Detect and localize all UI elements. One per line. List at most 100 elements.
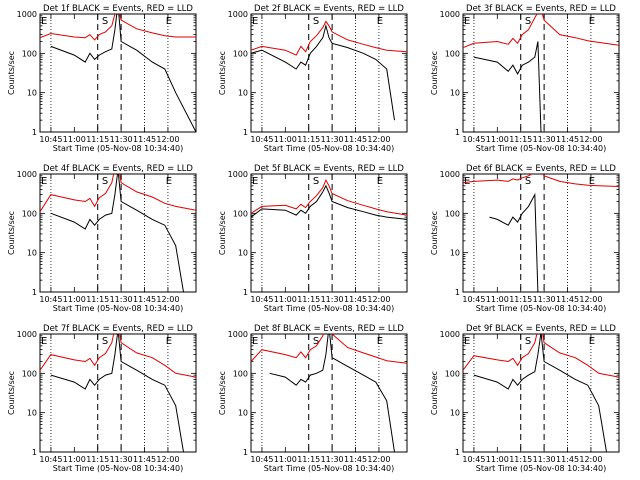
y-tick-label: 1000 bbox=[17, 170, 37, 179]
chart-panel: Det 9f BLACK = Events, RED = LLD E S E 1 10 10… bbox=[430, 324, 620, 473]
x-tick-label: 11:00 bbox=[274, 135, 297, 144]
marker-e: E bbox=[377, 176, 383, 187]
x-tick-label: 10:45 bbox=[39, 455, 62, 464]
x-tick-label: 11:45 bbox=[133, 135, 156, 144]
marker-s: S bbox=[102, 16, 108, 27]
y-tick-label: 1 bbox=[455, 128, 460, 137]
x-tick-label: 11:45 bbox=[556, 135, 579, 144]
y-tick-label: 1 bbox=[243, 448, 248, 457]
x-tick-label: 11:15 bbox=[509, 295, 532, 304]
chart-title: Det 7f BLACK = Events, RED = LLD bbox=[43, 324, 193, 334]
marker-e: E bbox=[464, 16, 470, 27]
x-tick-label: 12:00 bbox=[156, 455, 179, 464]
chart-panel: Det 3f BLACK = Events, RED = LLD E S E 1 10 10… bbox=[430, 4, 620, 153]
marker-e: E bbox=[464, 336, 470, 347]
y-tick-label: 100 bbox=[445, 49, 460, 58]
plot-frame bbox=[250, 333, 408, 453]
y-tick-label: 10 bbox=[27, 89, 37, 98]
y-axis-label: Counts/sec bbox=[218, 51, 227, 95]
x-axis-label: Start Time (05-Nov-08 10:34:40) bbox=[264, 144, 394, 153]
y-axis-label: Counts/sec bbox=[7, 371, 16, 415]
x-tick-label: 11:00 bbox=[486, 295, 509, 304]
x-tick-label: 11:00 bbox=[63, 295, 86, 304]
y-axis-label: Counts/sec bbox=[218, 211, 227, 255]
marker-s: S bbox=[102, 176, 108, 187]
x-tick-label: 11:30 bbox=[110, 295, 133, 304]
x-tick-label: 10:45 bbox=[462, 295, 485, 304]
x-tick-label: 11:15 bbox=[86, 295, 109, 304]
marker-s: S bbox=[102, 336, 108, 347]
y-tick-label: 100 bbox=[233, 369, 248, 378]
marker-e: E bbox=[377, 16, 383, 27]
x-tick-label: 12:00 bbox=[156, 295, 179, 304]
marker-e: E bbox=[252, 16, 258, 27]
x-tick-label: 11:15 bbox=[297, 135, 320, 144]
y-tick-label: 1000 bbox=[17, 10, 37, 19]
chart-title: Det 2f BLACK = Events, RED = LLD bbox=[254, 4, 404, 14]
y-tick-label: 10 bbox=[450, 409, 460, 418]
x-tick-label: 10:45 bbox=[250, 135, 273, 144]
lld-series-line bbox=[251, 20, 407, 56]
lld-series-line bbox=[463, 334, 619, 378]
y-tick-label: 1000 bbox=[228, 330, 248, 339]
x-tick-label: 11:30 bbox=[533, 135, 556, 144]
y-tick-label: 1000 bbox=[440, 330, 460, 339]
y-tick-label: 1 bbox=[32, 288, 37, 297]
x-tick-label: 12:00 bbox=[156, 135, 179, 144]
x-tick-label: 10:45 bbox=[462, 135, 485, 144]
y-axis-label: Counts/sec bbox=[430, 51, 439, 95]
y-axis-label: Counts/sec bbox=[7, 51, 16, 95]
events-series-line bbox=[489, 192, 539, 292]
marker-e: E bbox=[252, 176, 258, 187]
marker-e: E bbox=[166, 176, 172, 187]
chart-panel: Det 4f BLACK = Events, RED = LLD E S E 1 10 10… bbox=[7, 164, 197, 313]
x-tick-label: 10:45 bbox=[462, 455, 485, 464]
x-tick-label: 11:30 bbox=[533, 455, 556, 464]
y-tick-label: 1 bbox=[243, 128, 248, 137]
events-series-line bbox=[251, 184, 407, 220]
y-axis-label: Counts/sec bbox=[430, 211, 439, 255]
marker-e: E bbox=[589, 336, 595, 347]
marker-s: S bbox=[525, 176, 531, 187]
x-tick-label: 11:45 bbox=[133, 455, 156, 464]
lld-series-line bbox=[40, 334, 196, 378]
x-tick-label: 11:00 bbox=[486, 135, 509, 144]
x-tick-label: 11:15 bbox=[297, 295, 320, 304]
lld-series-line bbox=[463, 14, 619, 49]
events-series-line bbox=[251, 23, 395, 121]
x-tick-label: 11:45 bbox=[556, 295, 579, 304]
y-tick-label: 1 bbox=[243, 288, 248, 297]
chart-title: Det 8f BLACK = Events, RED = LLD bbox=[254, 324, 404, 334]
plot-frame bbox=[462, 13, 620, 133]
y-tick-label: 1000 bbox=[440, 170, 460, 179]
chart-panel: Det 6f BLACK = Events, RED = LLD E S E 1 10 10… bbox=[430, 164, 620, 313]
y-tick-label: 1 bbox=[32, 128, 37, 137]
marker-s: S bbox=[313, 336, 319, 347]
marker-e: E bbox=[252, 336, 258, 347]
marker-e: E bbox=[41, 336, 47, 347]
plot-frame bbox=[462, 173, 620, 293]
y-tick-label: 10 bbox=[238, 249, 248, 258]
x-tick-label: 11:45 bbox=[344, 295, 367, 304]
chart-title: Det 4f BLACK = Events, RED = LLD bbox=[43, 164, 193, 174]
y-tick-label: 10 bbox=[450, 249, 460, 258]
y-tick-label: 100 bbox=[22, 49, 37, 58]
events-series-line bbox=[473, 41, 542, 132]
x-tick-label: 11:00 bbox=[63, 135, 86, 144]
x-axis-label: Start Time (05-Nov-08 10:34:40) bbox=[53, 304, 183, 313]
lld-series-line bbox=[40, 14, 196, 41]
plot-frame bbox=[39, 333, 197, 453]
marker-e: E bbox=[377, 336, 383, 347]
x-tick-label: 11:45 bbox=[344, 135, 367, 144]
y-tick-label: 1 bbox=[455, 288, 460, 297]
marker-s: S bbox=[313, 176, 319, 187]
x-tick-label: 12:00 bbox=[579, 455, 602, 464]
x-tick-label: 11:00 bbox=[274, 455, 297, 464]
x-axis-label: Start Time (05-Nov-08 10:34:40) bbox=[264, 464, 394, 473]
y-tick-label: 10 bbox=[450, 89, 460, 98]
x-tick-label: 11:30 bbox=[321, 455, 344, 464]
chart-panel: Det 5f BLACK = Events, RED = LLD E S E 1 10 10… bbox=[218, 164, 408, 313]
y-tick-label: 100 bbox=[233, 209, 248, 218]
